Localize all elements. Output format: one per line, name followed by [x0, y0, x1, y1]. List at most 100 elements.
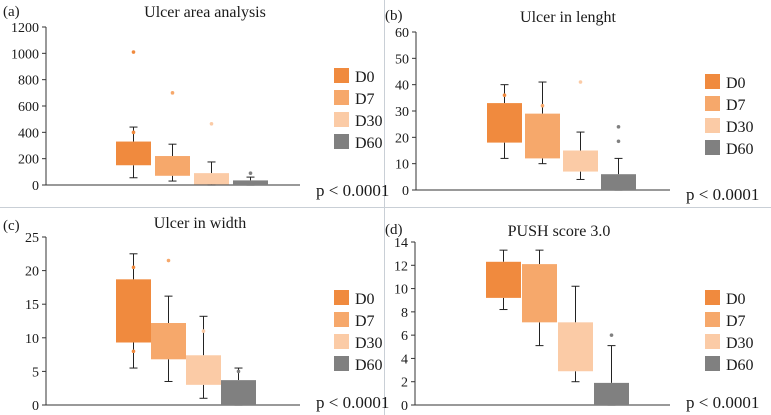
box-D7 — [522, 264, 557, 323]
y-tick-label: 30 — [395, 105, 409, 120]
y-tick-label: 25 — [25, 231, 39, 246]
y-tick-label: 10 — [394, 283, 408, 298]
legend-label: D7 — [726, 313, 746, 330]
outlier-point — [131, 50, 136, 54]
chart-title: Ulcer area analysis — [144, 4, 266, 21]
y-tick-label: 6 — [401, 329, 408, 344]
y-tick-label: 2 — [401, 376, 408, 391]
legend-swatch-D60 — [334, 356, 349, 371]
y-tick-label: 0 — [401, 399, 408, 414]
y-tick-label: 400 — [18, 126, 39, 141]
panel-divider-horizontal — [0, 207, 771, 208]
panel-letter: (c) — [3, 218, 20, 234]
legend-swatch-D60 — [705, 356, 720, 371]
outlier-point — [502, 93, 507, 97]
outlier-point — [609, 333, 614, 337]
legend-label: D0 — [726, 75, 746, 92]
outlier-point — [166, 258, 171, 263]
outlier-point — [236, 369, 241, 374]
outlier-point — [201, 329, 206, 333]
legend-label: D60 — [726, 141, 754, 158]
box-D60 — [601, 174, 636, 190]
outlier-point — [248, 171, 253, 175]
y-tick-label: 20 — [25, 265, 39, 280]
y-tick-label: 5 — [32, 365, 39, 380]
y-tick-label: 50 — [395, 52, 409, 67]
y-tick-label: 0 — [32, 399, 39, 414]
box-D30 — [558, 322, 593, 372]
box-D0 — [486, 261, 521, 298]
box-D0 — [116, 141, 151, 166]
chart-title: Ulcer in lenght — [520, 9, 617, 26]
outlier-point — [131, 265, 136, 270]
legend-swatch-D0 — [705, 290, 720, 305]
chart-title: PUSH score 3.0 — [508, 223, 611, 240]
outlier-point — [616, 139, 621, 144]
legend-swatch-D0 — [334, 68, 349, 83]
panel-letter: (a) — [3, 4, 20, 20]
legend-swatch-D60 — [705, 140, 720, 155]
box-D7 — [525, 113, 560, 159]
legend-label: D30 — [726, 119, 754, 136]
box-D30 — [563, 150, 598, 172]
legend-label: D0 — [726, 291, 746, 308]
p-value-annotation: p < 0.0001 — [686, 393, 759, 412]
y-tick-label: 200 — [18, 153, 39, 168]
legend-swatch-D7 — [705, 96, 720, 111]
legend-label: D0 — [355, 69, 375, 86]
box-D7 — [151, 323, 186, 360]
legend-swatch-D7 — [705, 312, 720, 327]
y-tick-label: 15 — [25, 298, 39, 313]
legend-swatch-D30 — [705, 118, 720, 133]
box-D30 — [186, 355, 221, 385]
chart-panel-2: (c) Ulcer in width 0 5 10 15 20 25 D0 D7 D30 D60 p <… — [3, 215, 389, 414]
box-D0 — [487, 103, 522, 143]
y-tick-label: 600 — [18, 100, 39, 115]
box-D60 — [594, 382, 629, 405]
chart-panel-0: (a) Ulcer area analysis 0 200 400 600 800 1000 1… — [3, 4, 389, 200]
y-tick-label: 14 — [394, 236, 408, 251]
outlier-point — [131, 130, 136, 135]
y-tick-label: 1200 — [11, 21, 39, 36]
legend-swatch-D7 — [334, 312, 349, 327]
legend-label: D30 — [355, 113, 383, 130]
box-D30 — [194, 173, 229, 185]
legend-swatch-D60 — [334, 134, 349, 149]
y-tick-label: 0 — [32, 179, 39, 194]
outlier-point — [209, 121, 214, 126]
chart-panel-1: (b) Ulcer in lenght 0 10 20 30 40 50 60 D0 D7 D30 D6… — [385, 8, 759, 204]
legend-label: D60 — [355, 135, 383, 152]
chart-panel-3: (d) PUSH score 3.0 0 2 4 6 8 10 12 14 D0 D7 D30 D60 p … — [385, 222, 759, 414]
chart-title: Ulcer in width — [154, 215, 246, 232]
y-tick-label: 800 — [18, 74, 39, 89]
legend-swatch-D0 — [705, 74, 720, 89]
y-tick-label: 12 — [394, 259, 408, 274]
panel-letter: (d) — [385, 222, 403, 238]
legend-swatch-D7 — [334, 90, 349, 105]
p-value-annotation: p < 0.0001 — [316, 393, 389, 412]
y-tick-label: 20 — [395, 131, 409, 146]
legend-swatch-D30 — [705, 334, 720, 349]
box-D7 — [155, 156, 190, 176]
legend-swatch-D0 — [334, 290, 349, 305]
legend-swatch-D30 — [334, 334, 349, 349]
legend-label: D60 — [726, 357, 754, 374]
outlier-point — [616, 125, 621, 129]
outlier-point — [540, 103, 545, 108]
panel-letter: (b) — [385, 8, 403, 24]
y-tick-label: 10 — [25, 332, 39, 347]
y-tick-label: 8 — [401, 306, 408, 321]
box-D60 — [221, 380, 256, 405]
y-tick-label: 10 — [395, 158, 409, 173]
legend-label: D0 — [355, 291, 375, 308]
legend-label: D7 — [355, 313, 375, 330]
y-tick-label: 1000 — [11, 47, 39, 62]
legend-label: D7 — [355, 91, 375, 108]
outlier-point — [578, 80, 583, 84]
y-tick-label: 40 — [395, 79, 409, 94]
legend-label: D30 — [726, 335, 754, 352]
legend-label: D30 — [355, 335, 383, 352]
y-tick-label: 4 — [401, 352, 408, 367]
p-value-annotation: p < 0.0001 — [316, 181, 389, 200]
